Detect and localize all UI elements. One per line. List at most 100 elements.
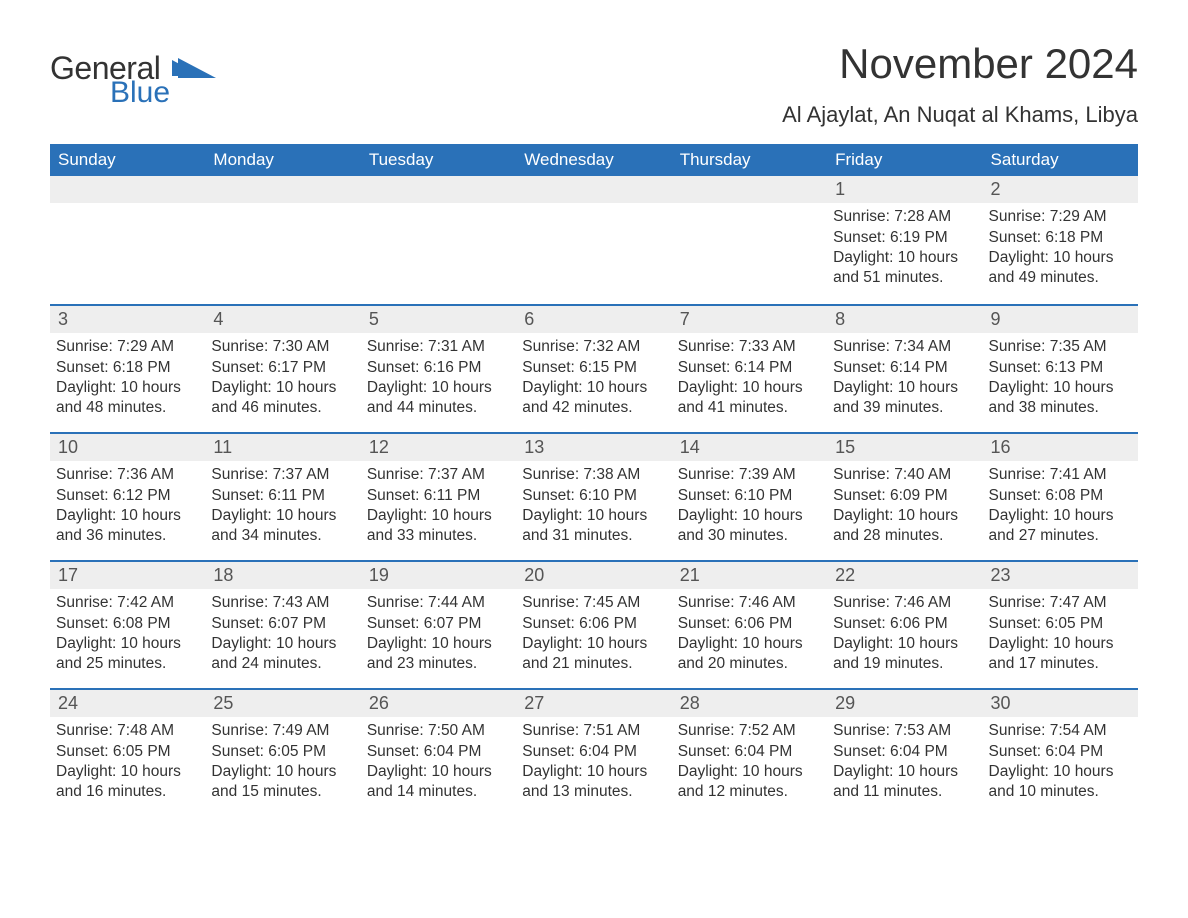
sunrise-text: Sunrise: 7:29 AM xyxy=(56,337,199,357)
day-number xyxy=(50,176,205,203)
day-cell: 19Sunrise: 7:44 AMSunset: 6:07 PMDayligh… xyxy=(361,562,516,688)
sunrise-text: Sunrise: 7:48 AM xyxy=(56,721,199,741)
day-number: 21 xyxy=(672,562,827,589)
day-header: Friday xyxy=(827,144,982,176)
empty-cell xyxy=(361,176,516,304)
sunrise-text: Sunrise: 7:53 AM xyxy=(833,721,976,741)
sunrise-text: Sunrise: 7:32 AM xyxy=(522,337,665,357)
day-number: 16 xyxy=(983,434,1138,461)
sunrise-text: Sunrise: 7:38 AM xyxy=(522,465,665,485)
sunset-text: Sunset: 6:08 PM xyxy=(989,486,1132,506)
sunset-text: Sunset: 6:09 PM xyxy=(833,486,976,506)
day-cell: 10Sunrise: 7:36 AMSunset: 6:12 PMDayligh… xyxy=(50,434,205,560)
day-cell: 14Sunrise: 7:39 AMSunset: 6:10 PMDayligh… xyxy=(672,434,827,560)
sunset-text: Sunset: 6:06 PM xyxy=(833,614,976,634)
logo-text: General Blue xyxy=(50,52,170,108)
daylight-text: Daylight: 10 hours and 10 minutes. xyxy=(989,762,1132,802)
sunrise-text: Sunrise: 7:33 AM xyxy=(678,337,821,357)
location: Al Ajaylat, An Nuqat al Khams, Libya xyxy=(782,102,1138,128)
daylight-text: Daylight: 10 hours and 19 minutes. xyxy=(833,634,976,674)
sunrise-text: Sunrise: 7:35 AM xyxy=(989,337,1132,357)
sunset-text: Sunset: 6:13 PM xyxy=(989,358,1132,378)
day-number: 7 xyxy=(672,306,827,333)
sunset-text: Sunset: 6:11 PM xyxy=(211,486,354,506)
day-cell: 5Sunrise: 7:31 AMSunset: 6:16 PMDaylight… xyxy=(361,306,516,432)
day-cell: 3Sunrise: 7:29 AMSunset: 6:18 PMDaylight… xyxy=(50,306,205,432)
day-number: 27 xyxy=(516,690,671,717)
day-number: 20 xyxy=(516,562,671,589)
day-cell: 20 Sunrise: 7:45 AMSunset: 6:06 PMDayligh… xyxy=(516,562,671,688)
empty-cell xyxy=(516,176,671,304)
sunrise-text: Sunrise: 7:37 AM xyxy=(367,465,510,485)
week-row: 10Sunrise: 7:36 AMSunset: 6:12 PMDayligh… xyxy=(50,432,1138,560)
daylight-text: Daylight: 10 hours and 28 minutes. xyxy=(833,506,976,546)
day-cell: 29 Sunrise: 7:53 AMSunset: 6:04 PMDayligh… xyxy=(827,690,982,816)
sunrise-text: Sunrise: 7:54 AM xyxy=(989,721,1132,741)
day-cell: 15Sunrise: 7:40 AMSunset: 6:09 PMDayligh… xyxy=(827,434,982,560)
day-header: Tuesday xyxy=(361,144,516,176)
day-number: 22 xyxy=(827,562,982,589)
day-cell: 27Sunrise: 7:51 AMSunset: 6:04 PMDayligh… xyxy=(516,690,671,816)
sunrise-text: Sunrise: 7:50 AM xyxy=(367,721,510,741)
daylight-text: Daylight: 10 hours and 16 minutes. xyxy=(56,762,199,802)
day-number: 12 xyxy=(361,434,516,461)
week-row: 17Sunrise: 7:42 AMSunset: 6:08 PMDayligh… xyxy=(50,560,1138,688)
day-number xyxy=(205,176,360,203)
sunrise-text: Sunrise: 7:41 AM xyxy=(989,465,1132,485)
day-number: 23 xyxy=(983,562,1138,589)
sunset-text: Sunset: 6:04 PM xyxy=(367,742,510,762)
day-cell: 13Sunrise: 7:38 AMSunset: 6:10 PMDayligh… xyxy=(516,434,671,560)
daylight-text: Daylight: 10 hours and 44 minutes. xyxy=(367,378,510,418)
daylight-text: Daylight: 10 hours and 30 minutes. xyxy=(678,506,821,546)
sunset-text: Sunset: 6:04 PM xyxy=(989,742,1132,762)
day-number: 19 xyxy=(361,562,516,589)
sunset-text: Sunset: 6:04 PM xyxy=(833,742,976,762)
empty-cell xyxy=(205,176,360,304)
daylight-text: Daylight: 10 hours and 33 minutes. xyxy=(367,506,510,546)
day-number: 13 xyxy=(516,434,671,461)
day-number: 3 xyxy=(50,306,205,333)
sunset-text: Sunset: 6:05 PM xyxy=(989,614,1132,634)
day-number: 5 xyxy=(361,306,516,333)
sunset-text: Sunset: 6:14 PM xyxy=(833,358,976,378)
sunset-text: Sunset: 6:19 PM xyxy=(833,228,976,248)
sunrise-text: Sunrise: 7:28 AM xyxy=(833,207,976,227)
daylight-text: Daylight: 10 hours and 38 minutes. xyxy=(989,378,1132,418)
sunset-text: Sunset: 6:15 PM xyxy=(522,358,665,378)
sunset-text: Sunset: 6:06 PM xyxy=(522,614,665,634)
day-cell: 26Sunrise: 7:50 AMSunset: 6:04 PMDayligh… xyxy=(361,690,516,816)
day-cell: 22 Sunrise: 7:46 AMSunset: 6:06 PMDayligh… xyxy=(827,562,982,688)
day-number: 30 xyxy=(983,690,1138,717)
sunset-text: Sunset: 6:17 PM xyxy=(211,358,354,378)
sunset-text: Sunset: 6:11 PM xyxy=(367,486,510,506)
month-title: November 2024 xyxy=(782,40,1138,88)
sunrise-text: Sunrise: 7:51 AM xyxy=(522,721,665,741)
daylight-text: Daylight: 10 hours and 41 minutes. xyxy=(678,378,821,418)
day-number: 1 xyxy=(827,176,982,203)
day-cell: 7Sunrise: 7:33 AMSunset: 6:14 PMDaylight… xyxy=(672,306,827,432)
sunrise-text: Sunrise: 7:46 AM xyxy=(833,593,976,613)
calendar: Sunday Monday Tuesday Wednesday Thursday… xyxy=(50,144,1138,816)
sunrise-text: Sunrise: 7:45 AM xyxy=(522,593,665,613)
daylight-text: Daylight: 10 hours and 23 minutes. xyxy=(367,634,510,674)
day-number: 29 xyxy=(827,690,982,717)
day-header: Monday xyxy=(205,144,360,176)
sunrise-text: Sunrise: 7:36 AM xyxy=(56,465,199,485)
sunrise-text: Sunrise: 7:44 AM xyxy=(367,593,510,613)
sunset-text: Sunset: 6:10 PM xyxy=(678,486,821,506)
day-cell: 4Sunrise: 7:30 AMSunset: 6:17 PMDaylight… xyxy=(205,306,360,432)
logo-flag-icon xyxy=(172,58,216,86)
day-number: 17 xyxy=(50,562,205,589)
sunset-text: Sunset: 6:12 PM xyxy=(56,486,199,506)
day-header: Sunday xyxy=(50,144,205,176)
daylight-text: Daylight: 10 hours and 21 minutes. xyxy=(522,634,665,674)
sunrise-text: Sunrise: 7:29 AM xyxy=(989,207,1132,227)
day-cell: 30 Sunrise: 7:54 AMSunset: 6:04 PMDayligh… xyxy=(983,690,1138,816)
sunset-text: Sunset: 6:05 PM xyxy=(211,742,354,762)
daylight-text: Daylight: 10 hours and 11 minutes. xyxy=(833,762,976,802)
week-row: 3Sunrise: 7:29 AMSunset: 6:18 PMDaylight… xyxy=(50,304,1138,432)
week-row: 1Sunrise: 7:28 AMSunset: 6:19 PMDaylight… xyxy=(50,176,1138,304)
day-number: 11 xyxy=(205,434,360,461)
day-number: 18 xyxy=(205,562,360,589)
day-cell: 6Sunrise: 7:32 AMSunset: 6:15 PMDaylight… xyxy=(516,306,671,432)
